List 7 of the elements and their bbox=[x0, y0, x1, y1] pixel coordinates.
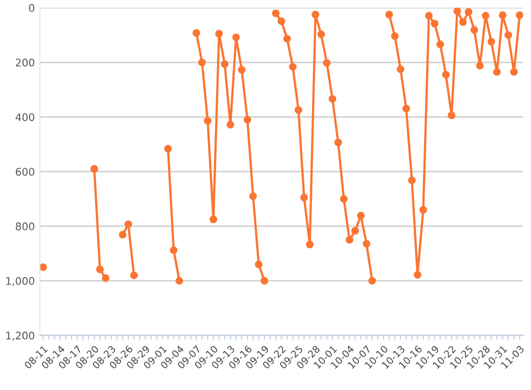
y-tick-label: 400 bbox=[16, 113, 34, 122]
y-tick-label: 0 bbox=[29, 4, 34, 12]
y-tick-label: 200 bbox=[16, 58, 34, 67]
y-tick-label: 800 bbox=[16, 222, 34, 230]
y-tick-label: 1,000 bbox=[6, 277, 34, 286]
y-tick-label: 1,200 bbox=[6, 332, 34, 341]
y-tick-label: 600 bbox=[16, 168, 34, 176]
